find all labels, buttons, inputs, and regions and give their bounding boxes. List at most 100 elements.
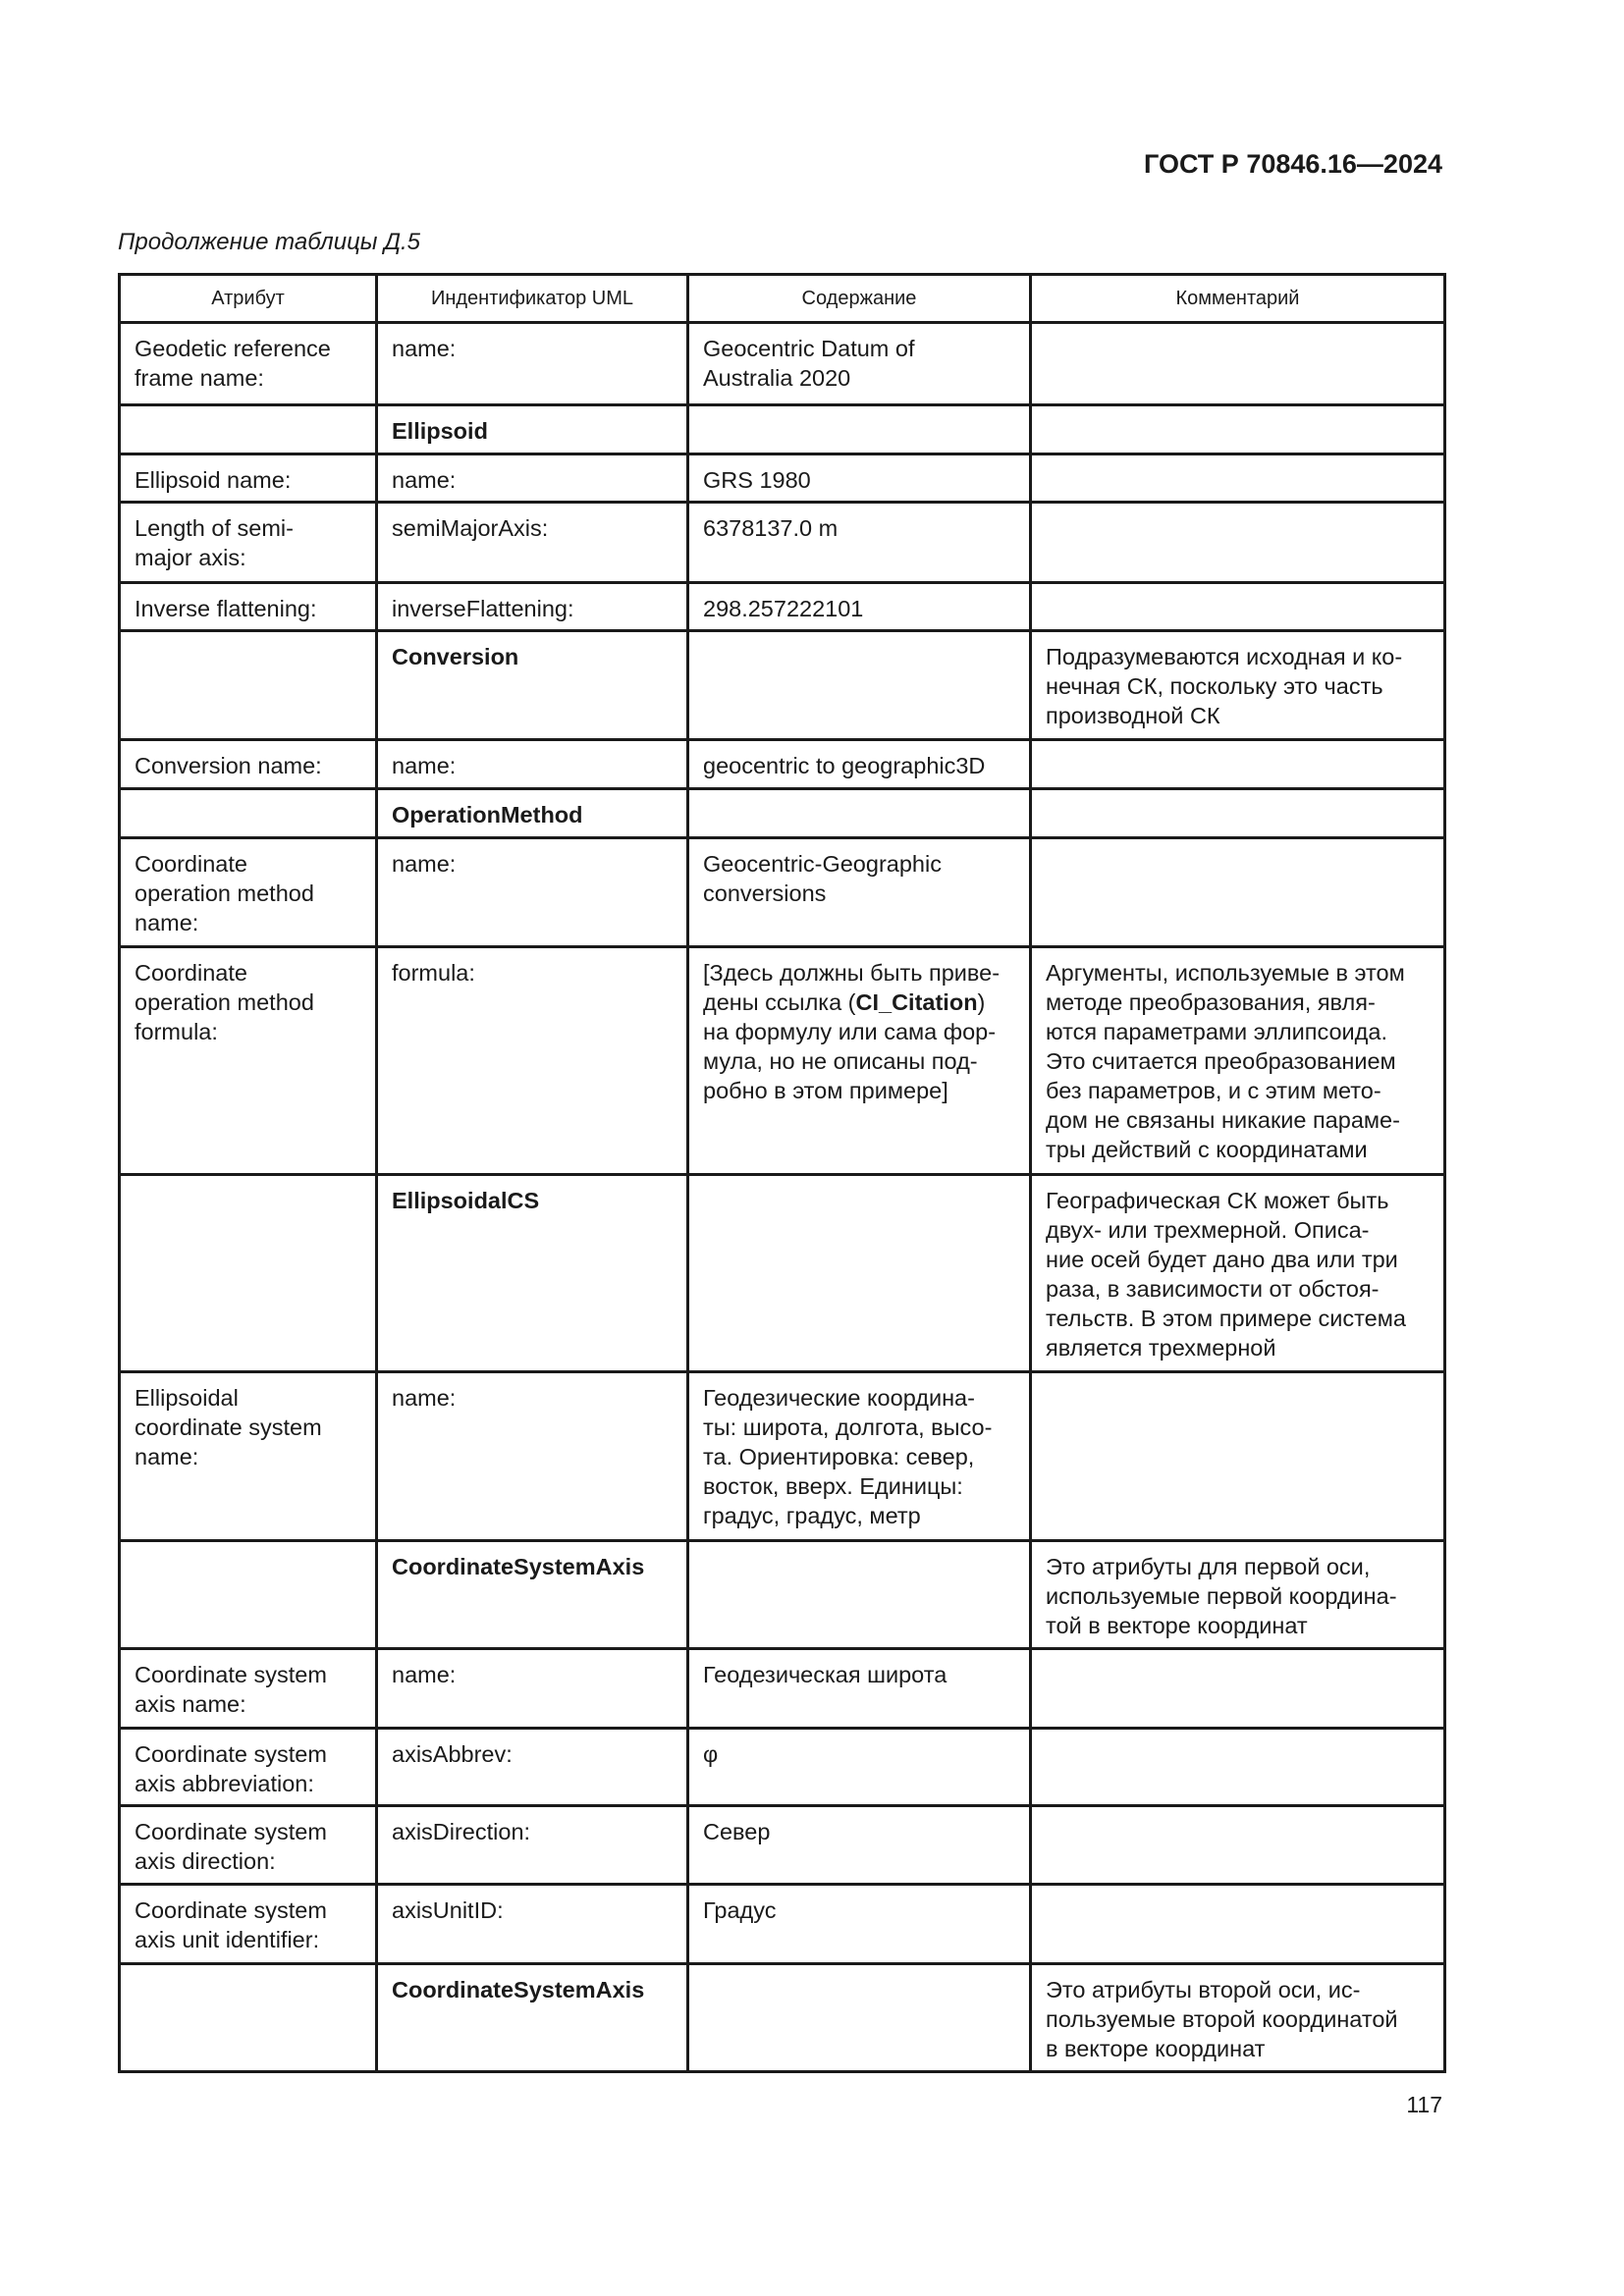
cell-comment: Это атрибуты второй оси, ис- пользуемые …: [1029, 1962, 1446, 2073]
table-row: Coordinate operation method name: name: Ge…: [118, 836, 1446, 948]
table-caption: Продолжение таблицы Д.5: [118, 229, 421, 255]
cell-content: [686, 403, 1032, 455]
cell-attribute: Coordinate system axis name:: [118, 1647, 378, 1730]
table-row: Ellipsoidal coordinate system name: name:…: [118, 1370, 1446, 1542]
cell-content: 298.257222101: [686, 581, 1032, 632]
table-header-row: Атрибут Индентификатор UML Содержание Ко…: [118, 273, 1446, 324]
table-row: Geodetic reference frame name: name: Geoce…: [118, 321, 1446, 406]
cell-content: Geocentric Datum of Australia 2020: [686, 321, 1032, 406]
cell-uml-id: name:: [375, 1370, 689, 1542]
table-row: EllipsoidalCS Географическая СК может быт…: [118, 1173, 1446, 1373]
cell-attribute: Coordinate system axis direction:: [118, 1804, 378, 1886]
cell-content: [686, 629, 1032, 741]
cell-content: [686, 1962, 1032, 2073]
cell-attribute: Coordinate system axis unit identifier:: [118, 1883, 378, 1965]
cell-uml-id: axisAbbrev:: [375, 1727, 689, 1807]
cell-comment: Подразумеваются исходная и ко- нечная СК…: [1029, 629, 1446, 741]
cell-uml-id: CoordinateSystemAxis: [375, 1962, 689, 2073]
citation-reference: CI_Citation: [855, 989, 978, 1015]
cell-attribute: Length of semi- major axis:: [118, 501, 378, 584]
cell-comment: [1029, 1727, 1446, 1807]
table-row: Length of semi- major axis: semiMajorAxis…: [118, 501, 1446, 584]
cell-content: Геодезическая широта: [686, 1647, 1032, 1730]
cell-comment: [1029, 403, 1446, 455]
cell-attribute: [118, 403, 378, 455]
cell-comment: Географическая СК может быть двух- или т…: [1029, 1173, 1446, 1373]
cell-uml-id: CoordinateSystemAxis: [375, 1539, 689, 1650]
table-row: CoordinateSystemAxis Это атрибуты для пер…: [118, 1539, 1446, 1650]
column-header-comment: Комментарий: [1029, 273, 1446, 324]
cell-comment: [1029, 321, 1446, 406]
cell-uml-id: EllipsoidalCS: [375, 1173, 689, 1373]
cell-comment: Аргументы, используемые в этом методе пр…: [1029, 945, 1446, 1176]
cell-comment: [1029, 501, 1446, 584]
cell-content: 6378137.0 m: [686, 501, 1032, 584]
table-row: Coordinate system axis unit identifier: a…: [118, 1883, 1446, 1965]
table-row: Conversion Подразумеваются исходная и ко-…: [118, 629, 1446, 741]
cell-attribute: [118, 629, 378, 741]
cell-uml-id: Conversion: [375, 629, 689, 741]
cell-comment: [1029, 453, 1446, 504]
table-row: CoordinateSystemAxis Это атрибуты второй …: [118, 1962, 1446, 2073]
table-row: Coordinate system axis abbreviation: axis…: [118, 1727, 1446, 1807]
cell-content: [686, 1173, 1032, 1373]
table-row: Coordinate operation method formula: form…: [118, 945, 1446, 1176]
cell-uml-id: name:: [375, 836, 689, 948]
cell-attribute: [118, 787, 378, 839]
cell-comment: [1029, 1883, 1446, 1965]
cell-content: [686, 787, 1032, 839]
table-row: Conversion name: name: geocentric to geogr…: [118, 738, 1446, 790]
cell-uml-id: name:: [375, 453, 689, 504]
cell-uml-id: formula:: [375, 945, 689, 1176]
cell-comment: [1029, 787, 1446, 839]
cell-content: GRS 1980: [686, 453, 1032, 504]
table-row: OperationMethod: [118, 787, 1446, 839]
content-text: [Здесь должны быть приве- дены ссылка (: [703, 960, 1001, 1015]
cell-uml-id: axisDirection:: [375, 1804, 689, 1886]
cell-attribute: Inverse flattening:: [118, 581, 378, 632]
cell-content: geocentric to geographic3D: [686, 738, 1032, 790]
cell-uml-id: name:: [375, 321, 689, 406]
table-row: Ellipsoid name: name: GRS 1980: [118, 453, 1446, 504]
cell-comment: Это атрибуты для первой оси, используемы…: [1029, 1539, 1446, 1650]
column-header-uml-id: Индентификатор UML: [375, 273, 689, 324]
cell-attribute: Conversion name:: [118, 738, 378, 790]
cell-attribute: Geodetic reference frame name:: [118, 321, 378, 406]
cell-uml-id: name:: [375, 1647, 689, 1730]
cell-content: [686, 1539, 1032, 1650]
page-number: 117: [1406, 2092, 1442, 2117]
cell-comment: [1029, 1804, 1446, 1886]
cell-comment: [1029, 738, 1446, 790]
cell-content: Геодезические координа- ты: широта, долг…: [686, 1370, 1032, 1542]
cell-uml-id: name:: [375, 738, 689, 790]
content-text: ) на формулу или сама фор- мула, но не о…: [703, 989, 997, 1103]
table-row: Coordinate system axis direction: axisDir…: [118, 1804, 1446, 1886]
cell-uml-id: OperationMethod: [375, 787, 689, 839]
cell-comment: [1029, 836, 1446, 948]
cell-content: Север: [686, 1804, 1032, 1886]
cell-content: [Здесь должны быть приве- дены ссылка (C…: [686, 945, 1032, 1176]
cell-content: Градус: [686, 1883, 1032, 1965]
cell-uml-id: semiMajorAxis:: [375, 501, 689, 584]
table-row: Coordinate system axis name: name: Геодези…: [118, 1647, 1446, 1730]
cell-comment: [1029, 1370, 1446, 1542]
cell-comment: [1029, 581, 1446, 632]
document-id: ГОСТ Р 70846.16—2024: [1144, 149, 1442, 179]
cell-attribute: Ellipsoid name:: [118, 453, 378, 504]
attributes-table: Атрибут Индентификатор UML Содержание Ко…: [118, 273, 1446, 2073]
cell-uml-id: inverseFlattening:: [375, 581, 689, 632]
cell-attribute: Coordinate operation method formula:: [118, 945, 378, 1176]
table-row: Inverse flattening: inverseFlattening: 298…: [118, 581, 1446, 632]
column-header-content: Содержание: [686, 273, 1032, 324]
table-row: Ellipsoid: [118, 403, 1446, 455]
cell-content: Geocentric-Geographic conversions: [686, 836, 1032, 948]
cell-uml-id: Ellipsoid: [375, 403, 689, 455]
column-header-attribute: Атрибут: [118, 273, 378, 324]
cell-content: φ: [686, 1727, 1032, 1807]
cell-attribute: Coordinate operation method name:: [118, 836, 378, 948]
cell-uml-id: axisUnitID:: [375, 1883, 689, 1965]
cell-attribute: Ellipsoidal coordinate system name:: [118, 1370, 378, 1542]
cell-comment: [1029, 1647, 1446, 1730]
cell-attribute: Coordinate system axis abbreviation:: [118, 1727, 378, 1807]
cell-attribute: [118, 1539, 378, 1650]
